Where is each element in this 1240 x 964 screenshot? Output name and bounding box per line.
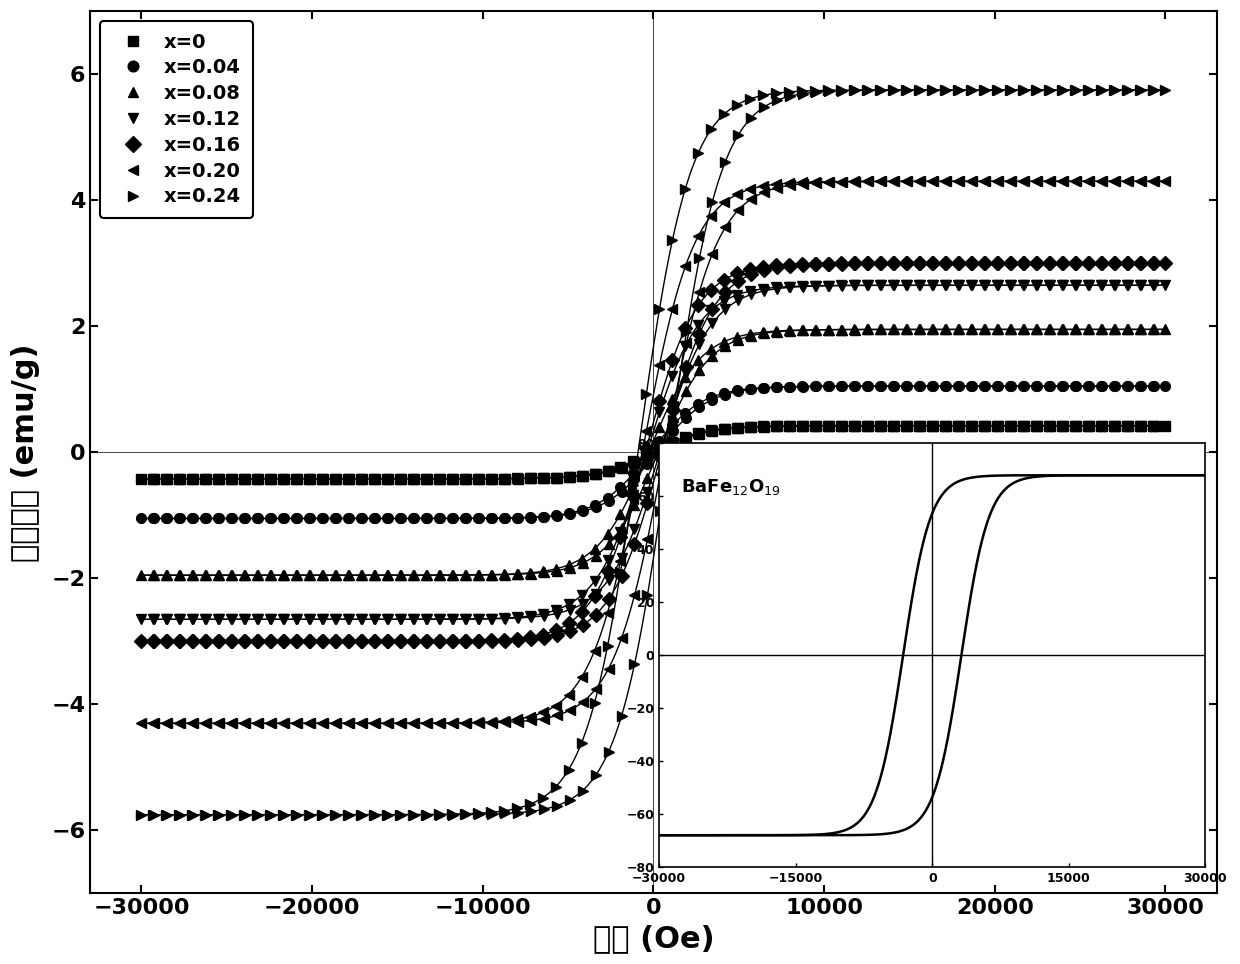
x=0.24 — [418, 809, 433, 820]
x=0.20 — [574, 671, 589, 683]
x=0.04 — [743, 383, 758, 394]
x=0 — [885, 420, 900, 432]
Line: x=0.04: x=0.04 — [149, 381, 1171, 523]
x=0.20 — [756, 180, 771, 192]
x=0.24 — [1158, 84, 1173, 95]
x=0.24 — [146, 809, 161, 820]
Line: x=0.08: x=0.08 — [149, 325, 1171, 580]
x=0.16 — [756, 261, 771, 273]
x=0.24 — [574, 737, 589, 749]
x=0.16 — [743, 263, 758, 275]
Y-axis label: 磁化强度 (emu/g): 磁化强度 (emu/g) — [11, 343, 40, 562]
x=0.04 — [911, 381, 926, 392]
x=0.12 — [146, 613, 161, 625]
x=0 — [418, 473, 433, 485]
x=0.12 — [885, 280, 900, 291]
x=0.16 — [146, 635, 161, 647]
Legend: x=0, x=0.04, x=0.08, x=0.12, x=0.16, x=0.20, x=0.24: x=0, x=0.04, x=0.08, x=0.12, x=0.16, x=0… — [100, 21, 253, 218]
x=0 — [146, 473, 161, 485]
x=0.12 — [418, 613, 433, 625]
x=0 — [756, 420, 771, 432]
x=0 — [1158, 420, 1173, 432]
x=0.24 — [911, 84, 926, 95]
x=0.12 — [756, 283, 771, 295]
x=0.16 — [885, 257, 900, 269]
x=0.24 — [756, 90, 771, 101]
x=0.16 — [911, 257, 926, 269]
x=0.08 — [418, 570, 433, 581]
Line: x=0.20: x=0.20 — [149, 176, 1171, 728]
x=0.08 — [574, 552, 589, 564]
x=0.16 — [418, 635, 433, 647]
x=0.08 — [146, 570, 161, 581]
x=0.12 — [1158, 280, 1173, 291]
x=0 — [574, 469, 589, 481]
x=0.04 — [574, 504, 589, 516]
Line: x=0: x=0 — [149, 421, 1171, 484]
x=0.20 — [885, 175, 900, 187]
x=0.08 — [743, 328, 758, 339]
Line: x=0.24: x=0.24 — [149, 85, 1171, 819]
x=0.20 — [911, 175, 926, 187]
x=0.04 — [756, 382, 771, 393]
x=0.04 — [885, 381, 900, 392]
X-axis label: 磁场 (Oe): 磁场 (Oe) — [593, 924, 714, 952]
x=0.04 — [1158, 381, 1173, 392]
x=0.16 — [574, 606, 589, 618]
Line: x=0.16: x=0.16 — [149, 258, 1171, 646]
x=0.20 — [743, 183, 758, 195]
x=0.08 — [1158, 324, 1173, 335]
x=0.16 — [1158, 257, 1173, 269]
x=0.24 — [885, 84, 900, 95]
x=0 — [743, 421, 758, 433]
x=0.08 — [756, 327, 771, 338]
x=0.08 — [911, 324, 926, 335]
x=0.08 — [885, 324, 900, 335]
x=0.20 — [418, 717, 433, 729]
Line: x=0.12: x=0.12 — [149, 281, 1171, 624]
x=0.04 — [418, 513, 433, 524]
x=0.04 — [146, 513, 161, 524]
x=0.12 — [911, 280, 926, 291]
x=0.20 — [146, 717, 161, 729]
x=0.12 — [743, 285, 758, 297]
x=0 — [911, 420, 926, 432]
x=0.20 — [1158, 175, 1173, 187]
x=0.12 — [574, 589, 589, 601]
x=0.24 — [743, 94, 758, 105]
